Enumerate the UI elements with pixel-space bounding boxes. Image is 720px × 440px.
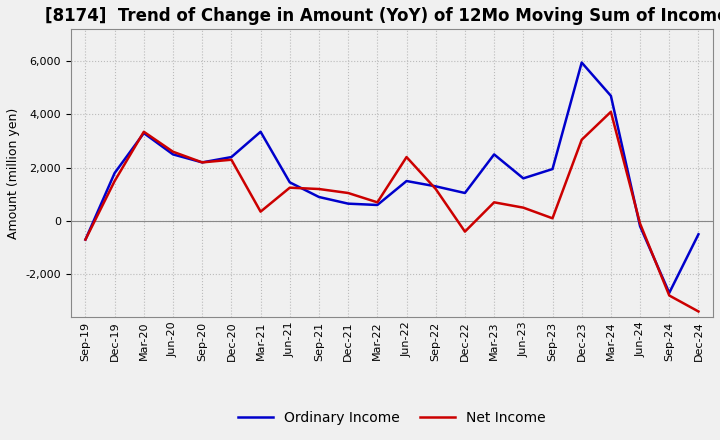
Ordinary Income [490,152,498,157]
Ordinary Income [606,93,615,99]
Net Income [373,200,382,205]
Ordinary Income [344,201,353,206]
Line: Net Income: Net Income [86,112,698,312]
Net Income [198,160,207,165]
Net Income [665,293,674,298]
Ordinary Income [315,194,323,200]
Net Income [140,129,148,134]
Net Income [461,229,469,234]
Line: Ordinary Income: Ordinary Income [86,62,698,293]
Ordinary Income [577,60,586,65]
Net Income [636,221,644,226]
Net Income [402,154,411,160]
Net Income [694,309,703,314]
Ordinary Income [140,131,148,136]
Ordinary Income [461,191,469,196]
Net Income [256,209,265,214]
Ordinary Income [81,237,90,242]
Net Income [548,216,557,221]
Ordinary Income [694,231,703,237]
Net Income [285,185,294,191]
Ordinary Income [519,176,528,181]
Net Income [490,200,498,205]
Net Income [315,187,323,192]
Ordinary Income [373,202,382,208]
Ordinary Income [198,160,207,165]
Ordinary Income [227,154,235,160]
Net Income [344,191,353,196]
Net Income [606,109,615,114]
Net Income [110,178,119,183]
Ordinary Income [402,178,411,183]
Ordinary Income [256,129,265,134]
Y-axis label: Amount (million yen): Amount (million yen) [7,107,20,238]
Legend: Ordinary Income, Net Income: Ordinary Income, Net Income [233,406,552,431]
Ordinary Income [168,152,177,157]
Net Income [168,149,177,154]
Net Income [81,237,90,242]
Ordinary Income [285,180,294,185]
Net Income [227,157,235,162]
Net Income [577,137,586,143]
Ordinary Income [548,166,557,172]
Ordinary Income [636,224,644,229]
Ordinary Income [431,184,440,189]
Ordinary Income [665,290,674,296]
Title: [8174]  Trend of Change in Amount (YoY) of 12Mo Moving Sum of Incomes: [8174] Trend of Change in Amount (YoY) o… [45,7,720,25]
Net Income [519,205,528,210]
Net Income [431,187,440,192]
Ordinary Income [110,170,119,176]
